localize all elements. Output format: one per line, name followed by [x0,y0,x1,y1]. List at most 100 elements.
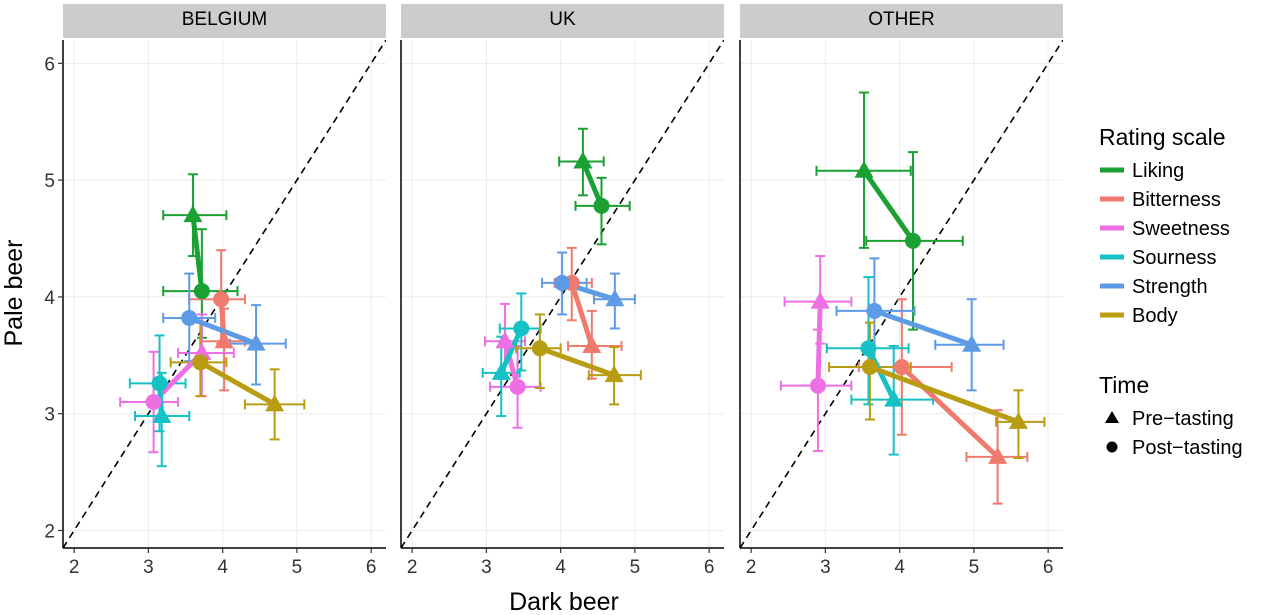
point-uk-liking-pre [573,151,593,169]
connector-other-bitterness [899,364,1001,460]
x-tick-label: 5 [969,557,980,578]
shape-legend-title: Time [1099,372,1149,398]
legend-item-pre-tasting: Pre−tasting [1105,408,1234,430]
connector-uk-liking [580,158,604,209]
x-tick-label: 3 [481,557,492,578]
point-uk-sourness-pre [491,362,511,380]
strip-other [740,4,1063,38]
point-belgium-body-post [192,354,209,371]
x-tick-label: 4 [555,557,566,578]
y-tick-label: 3 [44,405,55,426]
point-uk-sweetness-pre [495,331,515,349]
panel-other: OTHER 2 3 4 5 6 [739,4,1063,578]
x-tick-label: 2 [746,557,757,578]
x-tick-label: 6 [704,557,715,578]
legend-label-strength: Strength [1132,276,1208,298]
point-uk-strength-post [554,274,571,291]
color-legend-title: Rating scale [1099,124,1226,150]
legend-item-body: Body [1100,305,1178,327]
panel-belgium: BELGIUM 2 3 4 5 6 2 3 4 5 6 [44,4,386,578]
point-belgium-sourness-pre [152,406,172,424]
connector-other-liking [861,168,916,244]
legend: Rating scale Liking Bitterness Sweetness So… [1099,124,1243,459]
point-other-liking-pre [854,160,874,178]
strip-label-uk: UK [549,9,576,30]
x-tick-label: 4 [894,557,905,578]
point-other-bitterness-pre [988,446,1008,464]
point-belgium-liking-post [193,283,210,300]
shape-legend-items: Pre−tasting Post−tasting [1105,408,1243,459]
gridlines-uk [401,40,724,548]
x-tick-label: 5 [292,557,303,578]
legend-label-liking: Liking [1132,160,1184,182]
legend-label-bitterness: Bitterness [1132,189,1221,211]
y-tick-label: 4 [44,288,55,309]
strip-uk [401,4,724,38]
legend-item-liking: Liking [1100,160,1184,182]
connector-uk-bitterness [569,280,595,349]
point-belgium-sweetness-post [145,394,162,411]
point-other-sweetness-pre [810,291,830,309]
x-tick-label: 4 [217,557,228,578]
legend-item-sweetness: Sweetness [1100,218,1230,240]
point-belgium-body-pre [265,394,285,412]
point-other-liking-post [905,232,922,249]
strip-label-other: OTHER [868,9,935,30]
point-other-sourness-pre [884,389,904,407]
point-uk-body-pre [604,365,624,383]
connector-other-sourness [865,345,897,403]
legend-item-sourness: Sourness [1100,247,1217,269]
legend-item-bitterness: Bitterness [1100,189,1221,211]
point-other-sourness-post [860,340,877,357]
series-group-belgium [119,173,306,468]
x-tick-label: 5 [630,557,641,578]
point-belgium-liking-pre [183,205,203,223]
legend-label-sourness: Sourness [1132,247,1217,269]
legend-label-post-tasting: Post−tasting [1132,437,1243,459]
legend-circle-icon [1106,441,1118,453]
legend-label-pre-tasting: Pre−tasting [1132,408,1234,430]
connector-uk-body [537,345,617,378]
point-belgium-bitterness-pre [214,331,234,349]
x-tick-label: 3 [143,557,154,578]
x-axis-title: Dark beer [509,588,619,615]
y-tick-label: 2 [44,521,55,542]
point-uk-sweetness-post [509,378,526,395]
point-belgium-sourness-post [151,375,168,392]
x-tick-label: 3 [820,557,831,578]
point-belgium-strength-post [181,309,198,326]
legend-item-strength: Strength [1100,276,1208,298]
point-uk-body-post [531,340,548,357]
point-other-strength-post [866,302,883,319]
connector-uk-sourness [498,325,524,376]
x-tick-label: 2 [407,557,418,578]
point-belgium-bitterness-post [213,291,230,308]
x-tick-label: 6 [1043,557,1054,578]
y-tick-label: 6 [44,54,55,75]
legend-label-body: Body [1132,305,1178,327]
series-group-uk [481,127,642,429]
connector-other-sweetness [815,299,823,389]
facet-panels: BELGIUM 2 3 4 5 6 2 3 4 5 6 UK 2 3 4 5 6 OTHER 2 3 4 5 6 [44,4,1063,578]
legend-triangle-icon [1105,411,1119,423]
x-tick-label: 2 [69,557,80,578]
point-uk-liking-post [593,197,610,214]
strip-label-belgium: BELGIUM [182,9,268,30]
connector-belgium-strength [186,315,259,347]
point-uk-bitterness-pre [582,335,602,353]
connector-belgium-body [197,359,278,407]
connector-belgium-liking [190,212,205,294]
panel-uk: UK 2 3 4 5 6 [400,4,724,578]
point-other-strength-pre [962,334,982,352]
series-group-other [779,91,1046,505]
point-other-body-pre [1008,411,1028,429]
y-axis-title: Pale beer [0,239,28,346]
gridlines-other [740,40,1063,548]
legend-item-post-tasting: Post−tasting [1106,437,1243,459]
point-uk-strength-pre [605,289,625,307]
legend-label-sweetness: Sweetness [1132,218,1230,240]
identity-line [740,40,1063,548]
point-other-body-post [861,358,878,375]
x-tick-label: 6 [366,557,377,578]
